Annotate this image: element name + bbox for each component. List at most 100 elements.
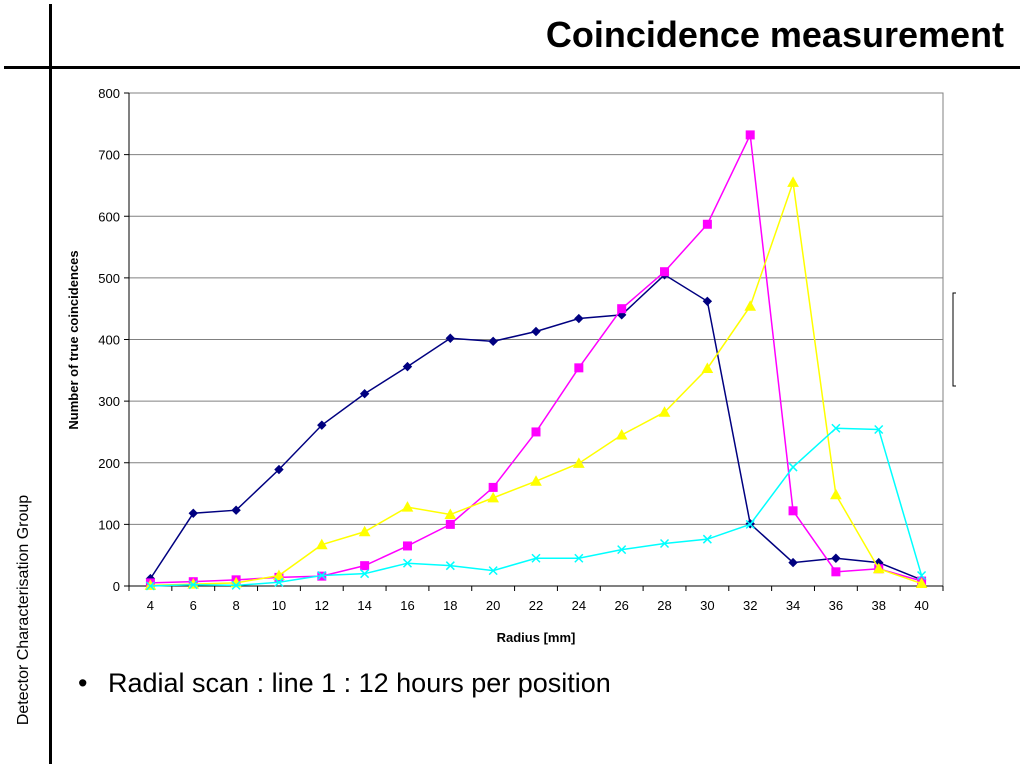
- data-point-e3: [830, 488, 842, 500]
- data-point-e3: [701, 362, 714, 373]
- data-point-e4: [531, 553, 541, 563]
- data-point-e4: [145, 581, 155, 591]
- data-point-e3: [273, 569, 285, 581]
- data-point-e4: [188, 580, 198, 590]
- data-point-e4: [231, 580, 241, 590]
- data-point-e3: [401, 501, 414, 512]
- x-tick-label: 24: [572, 598, 586, 613]
- data-point-e2: [488, 482, 498, 492]
- y-tick-label: 200: [98, 456, 120, 471]
- data-point-e1: [531, 326, 541, 337]
- data-point-e2: [831, 567, 841, 577]
- x-tick-label: 30: [700, 598, 714, 613]
- data-point-e4: [831, 423, 841, 433]
- x-tick-label: 32: [743, 598, 757, 613]
- data-point-e4: [659, 538, 670, 549]
- data-point-e4: [402, 558, 413, 568]
- data-point-e3: [530, 475, 542, 486]
- data-point-e1: [274, 464, 284, 475]
- vertical-divider: [49, 4, 52, 764]
- side-label-container: Detector Characterisation Group: [0, 0, 48, 768]
- y-tick-label: 400: [98, 333, 120, 348]
- y-axis-ticks: 0 100 200 300 400 500 600 700 800: [98, 86, 129, 594]
- x-tick-label: 34: [786, 598, 800, 613]
- bullet-point: • Radial scan : line 1 : 12 hours per pos…: [78, 668, 611, 699]
- y-tick-label: 100: [98, 517, 120, 532]
- data-point-e1: [574, 313, 584, 324]
- horizontal-divider: [4, 66, 1020, 69]
- series-group: [144, 130, 928, 591]
- data-point-e2: [402, 541, 412, 551]
- data-point-e2: [660, 267, 670, 277]
- data-point-e2: [360, 561, 370, 571]
- x-tick-label: 28: [657, 598, 671, 613]
- data-point-e2: [445, 519, 455, 529]
- data-point-e1: [231, 505, 241, 515]
- data-point-e2: [617, 304, 627, 314]
- data-point-e3: [315, 538, 328, 550]
- data-point-e1: [488, 336, 498, 347]
- y-tick-label: 300: [98, 394, 120, 409]
- data-point-e3: [444, 508, 457, 520]
- x-axis-label: Radius [mm]: [497, 630, 576, 645]
- x-tick-label: 38: [872, 598, 886, 613]
- data-point-e4: [617, 545, 627, 555]
- data-point-e2: [788, 506, 798, 516]
- data-point-e4: [702, 534, 712, 544]
- y-tick-label: 0: [113, 579, 120, 594]
- line-chart: 0 100 200 300 400 500 600 700 800 4 6 8 10 12 14 16 18 2…: [66, 86, 956, 645]
- x-axis-ticks: 4 6 8 10 12 14 16 18 20 22 24 26 28 30 32 34 36 38 40: [128, 586, 944, 613]
- x-tick-label: 12: [315, 598, 329, 613]
- data-point-e1: [831, 553, 841, 563]
- data-point-e4: [445, 561, 455, 571]
- data-point-e3: [615, 428, 628, 440]
- x-tick-label: 6: [190, 598, 197, 613]
- x-tick-label: 10: [272, 598, 286, 613]
- x-tick-label: 22: [529, 598, 543, 613]
- data-point-e3: [744, 300, 757, 311]
- x-tick-label: 4: [147, 598, 154, 613]
- y-axis-label: Number of true coincidences: [66, 250, 81, 429]
- data-point-e4: [917, 570, 927, 581]
- y-tick-label: 600: [98, 209, 120, 224]
- bullet-text: Radial scan : line 1 : 12 hours per posi…: [108, 668, 611, 698]
- data-point-e3: [787, 176, 799, 187]
- x-tick-label: 26: [614, 598, 628, 613]
- data-point-e1: [788, 557, 798, 568]
- data-point-e3: [872, 562, 885, 574]
- x-tick-label: 40: [914, 598, 928, 613]
- data-point-e1: [402, 361, 413, 372]
- data-point-e1: [445, 333, 456, 343]
- x-tick-label: 18: [443, 598, 457, 613]
- data-point-e1: [702, 296, 713, 306]
- data-point-e3: [358, 525, 371, 537]
- data-point-e4: [788, 462, 798, 472]
- slide-title: Coincidence measurement: [545, 14, 1004, 55]
- series-e4: [145, 423, 927, 591]
- x-tick-label: 20: [486, 598, 500, 613]
- x-tick-label: 16: [400, 598, 414, 613]
- data-point-e3: [915, 577, 928, 589]
- data-point-e3: [487, 491, 500, 503]
- data-point-e1: [359, 389, 370, 399]
- gridlines: [129, 92, 943, 525]
- data-point-e2: [531, 427, 541, 437]
- y-tick-label: 500: [98, 271, 120, 286]
- x-tick-label: 36: [829, 598, 843, 613]
- data-point-e4: [745, 519, 755, 529]
- data-point-e3: [572, 457, 585, 468]
- data-point-e4: [360, 569, 370, 579]
- data-point-e2: [574, 363, 584, 373]
- data-point-e1: [188, 508, 198, 518]
- data-point-e4: [274, 577, 284, 587]
- data-point-e2: [745, 130, 755, 140]
- data-point-e3: [144, 579, 157, 590]
- bullet-symbol: •: [78, 668, 88, 698]
- data-point-e4: [874, 424, 884, 435]
- y-tick-label: 700: [98, 148, 120, 163]
- data-point-e4: [488, 566, 498, 576]
- side-label: Detector Characterisation Group: [15, 494, 32, 726]
- legend: E1E2E3E4: [952, 292, 956, 387]
- y-tick-label: 800: [98, 86, 120, 101]
- x-tick-label: 14: [357, 598, 371, 613]
